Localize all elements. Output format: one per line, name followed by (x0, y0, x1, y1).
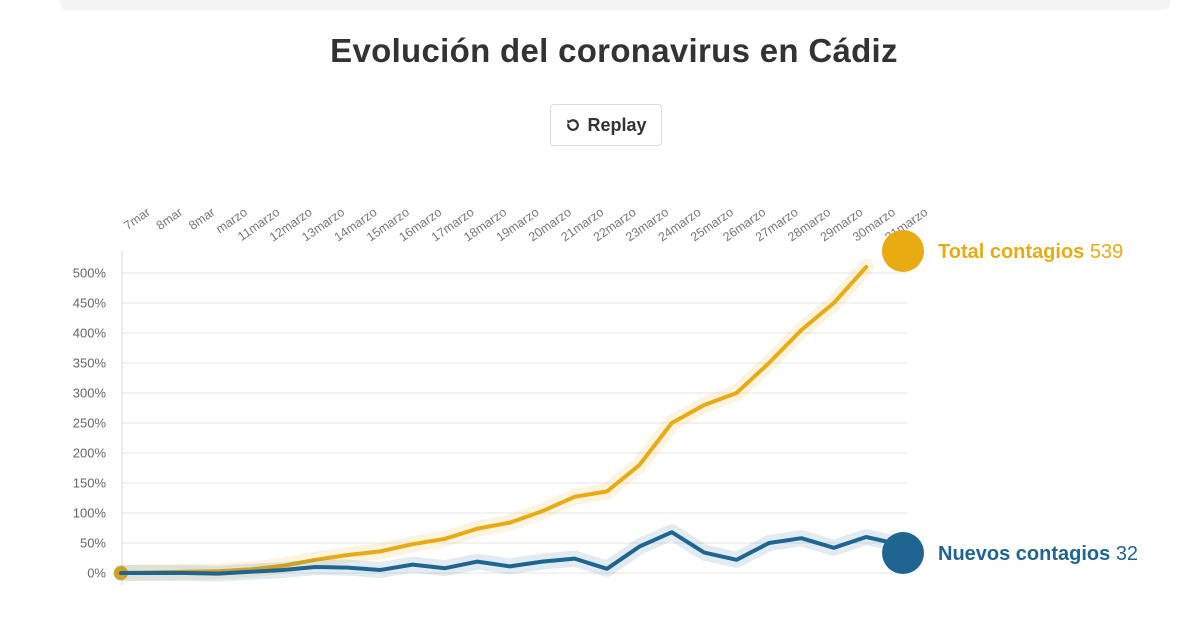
total-contagios-legend-label: Total contagios 539 (938, 241, 1123, 263)
y-tick-label: 100% (73, 506, 107, 521)
legend-layer: Total contagios 539 Nuevos contagios 32 (882, 230, 1138, 574)
replay-label: Replay (587, 114, 647, 135)
nuevos-contagios-end-marker (882, 532, 924, 574)
y-tick-label: 150% (73, 476, 107, 491)
nuevos-contagios-legend-label: Nuevos contagios 32 (938, 543, 1138, 565)
y-tick-label: 500% (73, 266, 107, 281)
x-tick-label: 8mar (154, 205, 185, 233)
chart-title: Evolución del coronavirus en Cádiz (330, 32, 898, 69)
y-tick-label: 300% (73, 386, 107, 401)
y-tick-label: 350% (73, 356, 107, 371)
y-tick-label: 400% (73, 326, 107, 341)
nuevos-contagios-line (119, 530, 901, 576)
total-contagios-legend-value: 539 (1090, 241, 1123, 263)
y-tick-label: 250% (73, 416, 107, 431)
nuevos-contagios-legend-value: 32 (1116, 543, 1138, 565)
y-axis: 0% 50% 100% 150% 200% 250% 300% 350% 400% 450% 500… (73, 250, 123, 585)
total-contagios-line (119, 265, 869, 575)
x-tick-label: 8mar (186, 205, 217, 233)
total-contagios-legend-name: Total contagios (938, 241, 1090, 263)
y-tick-label: 0% (87, 566, 106, 581)
y-tick-label: 200% (73, 446, 107, 461)
replay-icon (567, 119, 580, 131)
replay-button[interactable]: Replay (550, 104, 662, 146)
grid (122, 272, 907, 574)
x-axis: 7mar 8mar 8marmarzo11marzo12marzo13marzo14… (121, 205, 930, 244)
y-tick-label: 50% (80, 536, 106, 551)
y-tick-label: 450% (73, 296, 107, 311)
top-shade (60, 0, 1170, 10)
nuevos-contagios-legend-name: Nuevos contagios (938, 543, 1116, 565)
series-layer (113, 259, 907, 582)
total-contagios-end-marker (882, 230, 924, 272)
x-tick-label: 7mar (121, 205, 152, 233)
